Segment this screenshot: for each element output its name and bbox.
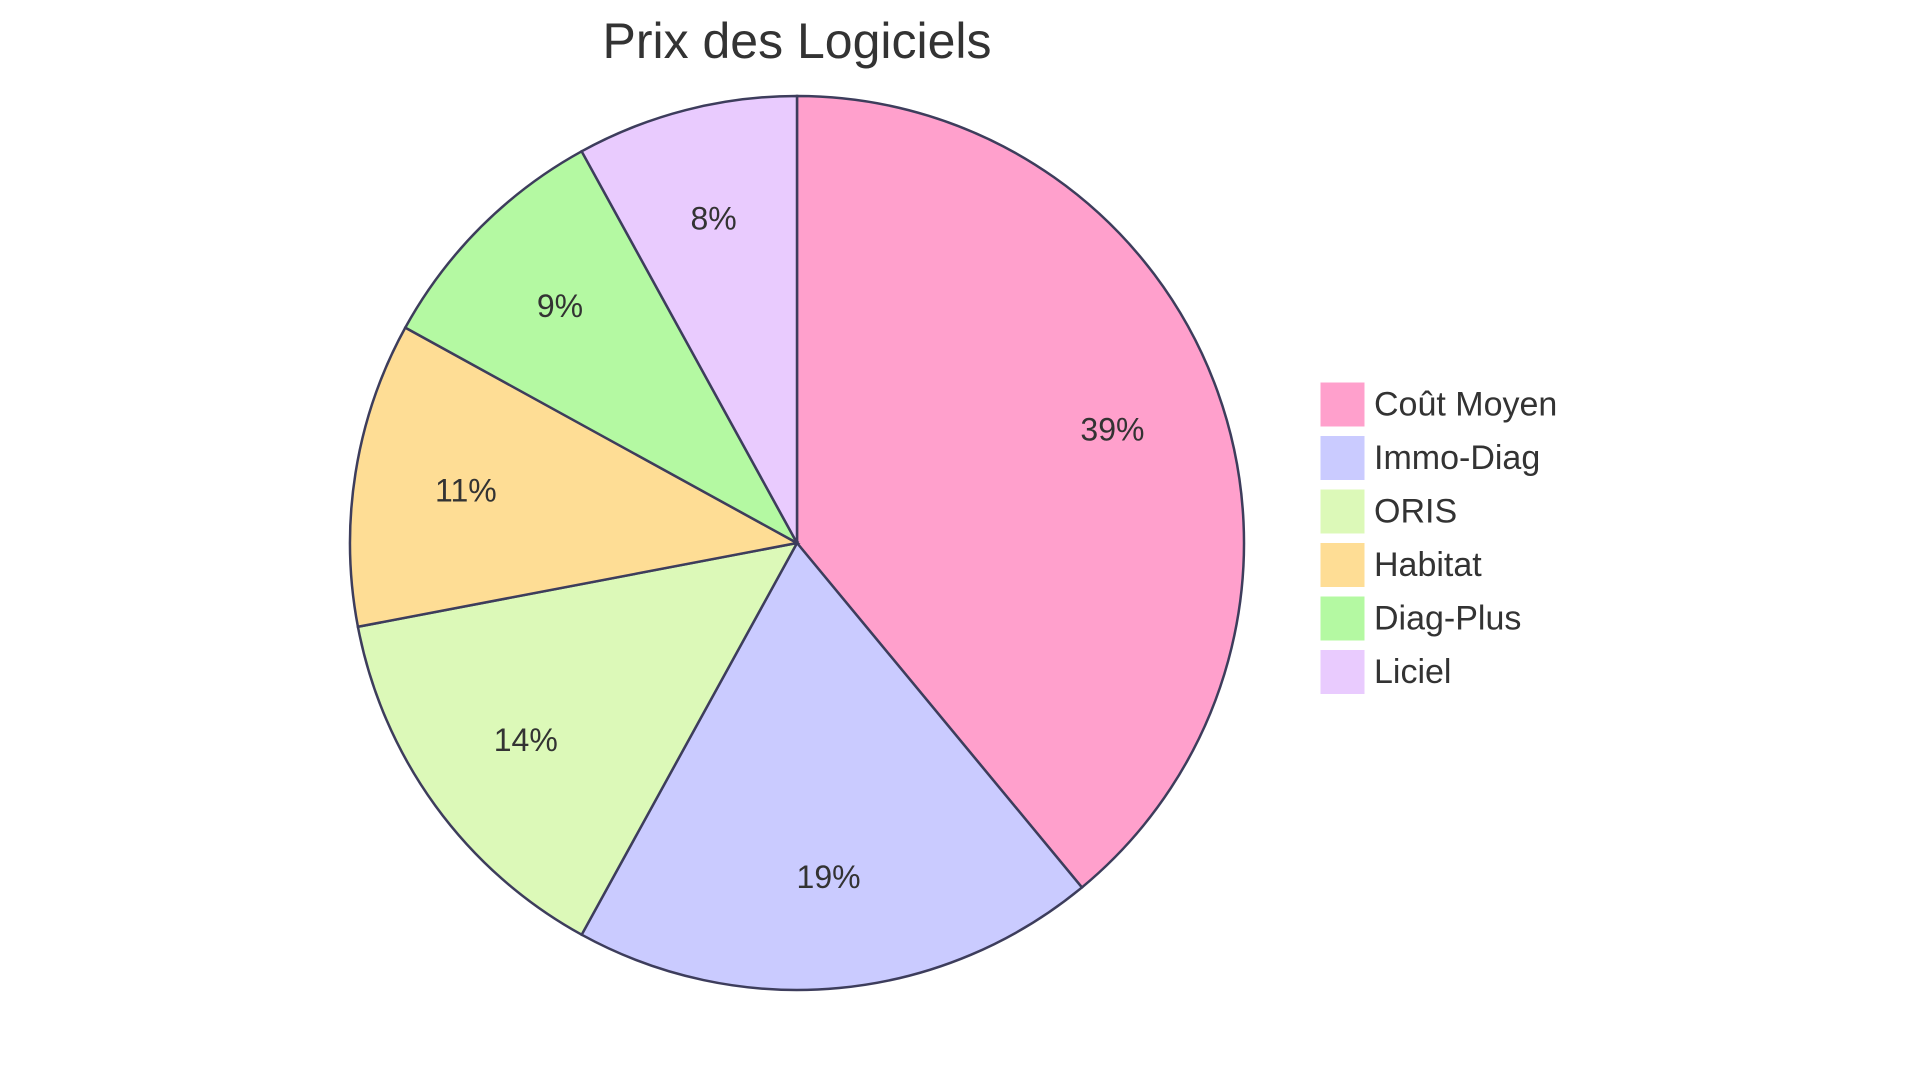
slice-percent-label: 11% [435,473,497,509]
legend-swatch [1319,542,1366,588]
legend-label: Coût Moyen [1374,386,1557,424]
pie-slice-diag-plus [403,149,801,547]
legend: Coût Moyen Immo-Diag ORIS Habitat Diag-Plus L… [1319,381,1557,695]
slice-percent-label: 9% [537,288,583,324]
legend-label: Immo-Diag [1374,439,1540,477]
pie-slice-co-t-moyen [795,94,1246,890]
slice-percent-label: 14% [494,722,558,758]
chart-title: Prix des Logiciels [602,13,991,69]
legend-label: Habitat [1374,546,1482,584]
legend-swatch [1319,435,1366,481]
slice-percent-label: 19% [797,859,861,895]
slice-percent-label: 8% [691,200,737,236]
pie-slice-immo-diag [579,540,1084,992]
slice-percent-label: 39% [1080,411,1144,447]
legend-label: Liciel [1374,653,1451,691]
pie-slice-oris [356,541,800,937]
legend-swatch [1319,649,1366,695]
pie-slice-habitat [348,325,801,629]
pie-slice-liciel [579,94,799,544]
legend-label: Diag-Plus [1374,600,1521,638]
legend-swatch [1319,595,1366,642]
legend-label: ORIS [1374,493,1457,531]
pie-slice-labels: 39% 19% 14% 11% 9% 8% [435,200,1144,894]
legend-swatch [1319,381,1366,428]
pie-slices [348,94,1246,992]
legend-swatch [1319,488,1366,535]
